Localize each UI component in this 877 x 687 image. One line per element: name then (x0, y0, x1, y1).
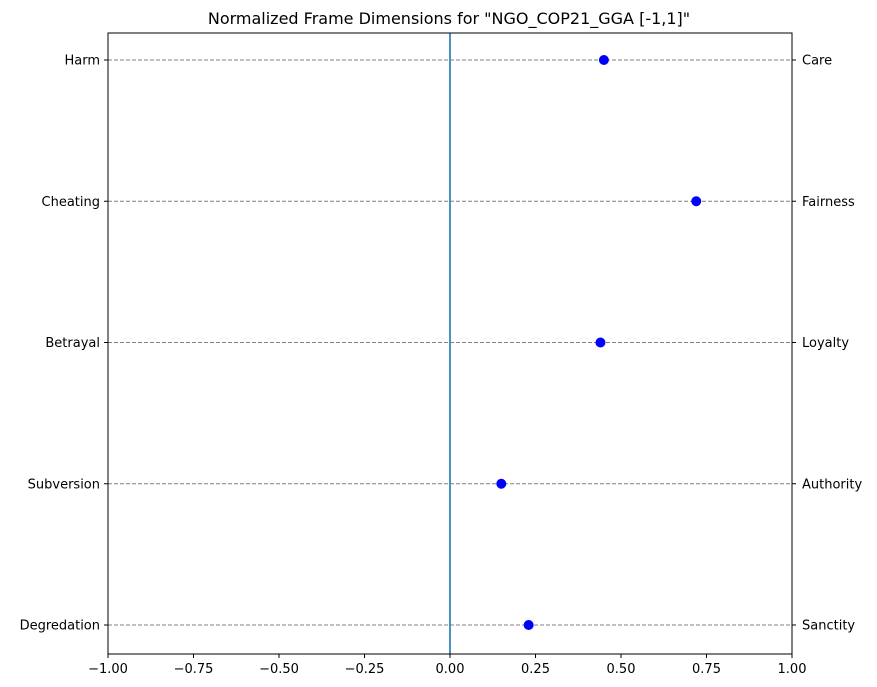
right-axis: Care Fairness Loyalty Authority Sanctity (792, 54, 862, 634)
x-tick-label: −0.25 (345, 662, 385, 677)
x-tick-label: 0.50 (607, 662, 636, 677)
left-axis: Harm Cheating Betrayal Subversion Degredatio… (20, 54, 108, 634)
data-points (496, 55, 702, 630)
x-tick-label: −0.75 (174, 662, 214, 677)
chart-title: Normalized Frame Dimensions for "NGO_COP… (208, 9, 690, 29)
right-tick-label: Loyalty (802, 336, 849, 351)
data-point (595, 337, 606, 348)
left-tick-label: Betrayal (45, 336, 100, 351)
x-tick-label: −1.00 (88, 662, 128, 677)
data-point (496, 478, 507, 489)
right-tick-label: Fairness (802, 195, 855, 210)
left-tick-label: Cheating (42, 195, 100, 210)
x-axis: −1.00 −0.75 −0.50 −0.25 0.00 0.25 0.50 0.75 1.00 (88, 654, 806, 677)
x-tick-label: −0.50 (259, 662, 299, 677)
x-tick-label: 0.75 (692, 662, 721, 677)
data-point (598, 55, 609, 65)
right-tick-label: Care (802, 54, 832, 69)
data-point (523, 620, 534, 630)
left-tick-label: Degredation (20, 619, 100, 634)
x-tick-label: 0.25 (521, 662, 550, 677)
right-tick-label: Sanctity (802, 619, 855, 634)
x-tick-label: 1.00 (778, 662, 807, 677)
left-tick-label: Subversion (28, 477, 100, 492)
right-tick-label: Authority (802, 477, 862, 492)
x-tick-label: 0.00 (436, 662, 465, 677)
left-tick-label: Harm (64, 54, 100, 69)
data-point (691, 196, 702, 207)
